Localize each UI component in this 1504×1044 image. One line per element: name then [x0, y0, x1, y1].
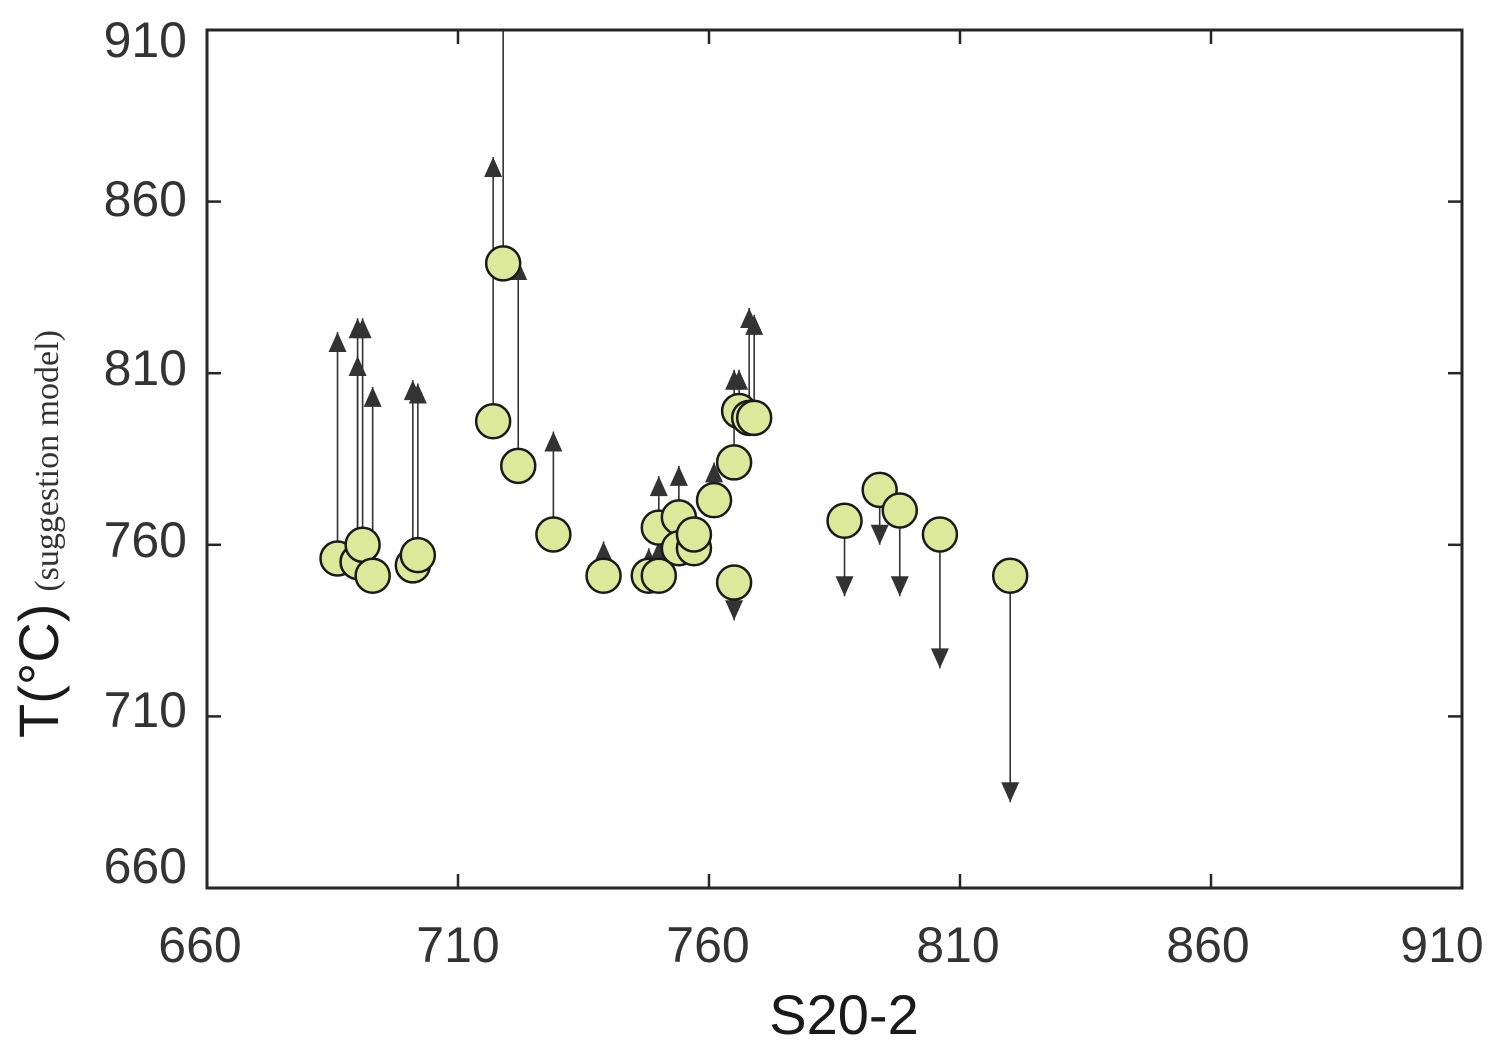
x-tick-label: 660	[158, 917, 241, 973]
data-point	[826, 502, 863, 540]
arrow-head-down	[725, 600, 744, 621]
x-tick-labels: 660 710 760 810 860 910	[158, 917, 1483, 973]
data-point	[991, 557, 1029, 594]
data-point	[399, 536, 437, 574]
arrow-head-up	[705, 462, 724, 483]
arrow-head-up	[484, 156, 503, 177]
data-point	[354, 557, 391, 594]
ticks-layer	[205, 28, 1464, 890]
arrow-head-down	[1001, 782, 1020, 803]
arrow-head-up	[745, 314, 764, 335]
arrow-head-up	[353, 318, 372, 339]
data-point	[715, 444, 753, 481]
y-tick-label: 810	[104, 340, 187, 396]
data-point	[344, 526, 381, 564]
data-point	[535, 516, 572, 553]
arrow-head-up	[594, 541, 613, 562]
y-tick-label: 660	[104, 838, 187, 894]
data-point	[675, 516, 713, 553]
arrow-head-down	[835, 576, 854, 597]
x-tick-label: 910	[1400, 917, 1483, 973]
y-tick-label: 760	[104, 512, 187, 568]
arrow-head-up	[730, 369, 749, 390]
data-point	[499, 447, 537, 485]
plot-frame	[205, 28, 1464, 890]
x-tick-label: 760	[666, 917, 749, 973]
y-axis-label-main: T(°C)	[7, 604, 70, 738]
data-point	[695, 481, 733, 519]
arrow-head-down	[870, 524, 889, 545]
arrow-head-up	[408, 383, 427, 404]
arrow-head-up	[544, 431, 563, 452]
points-layer	[319, 245, 1029, 601]
data-point	[474, 402, 512, 440]
data-point	[715, 564, 753, 601]
data-point	[735, 399, 773, 437]
arrow-head-up	[649, 476, 668, 497]
arrows-layer	[328, 30, 1020, 803]
arrow-head-up	[348, 356, 367, 377]
arrow-head-up	[328, 332, 347, 353]
data-point	[640, 557, 678, 594]
y-tick-label: 860	[104, 171, 187, 227]
data-point	[484, 245, 522, 282]
data-point	[921, 516, 959, 553]
arrow-head-up	[669, 465, 688, 486]
y-axis-label-sub: (suggestion model)	[29, 330, 66, 592]
x-tick-label: 710	[416, 917, 499, 973]
data-point	[881, 492, 919, 529]
y-tick-labels: 660 710 760 810 860 910	[104, 12, 187, 894]
x-axis-label: S20-2	[769, 983, 918, 1044]
arrow-head-down	[930, 648, 949, 669]
data-point	[585, 557, 622, 594]
x-tick-label: 860	[1166, 917, 1249, 973]
y-tick-label: 710	[104, 682, 187, 738]
x-tick-label: 810	[916, 917, 999, 973]
y-axis-label: T(°C) (suggestion model)	[7, 330, 70, 738]
y-tick-label: 910	[104, 12, 187, 68]
arrow-head-down	[890, 576, 909, 597]
svg-text:T(°C) (suggestion model): T(°C) (suggestion model)	[7, 330, 70, 738]
arrow-head-up	[363, 386, 382, 407]
